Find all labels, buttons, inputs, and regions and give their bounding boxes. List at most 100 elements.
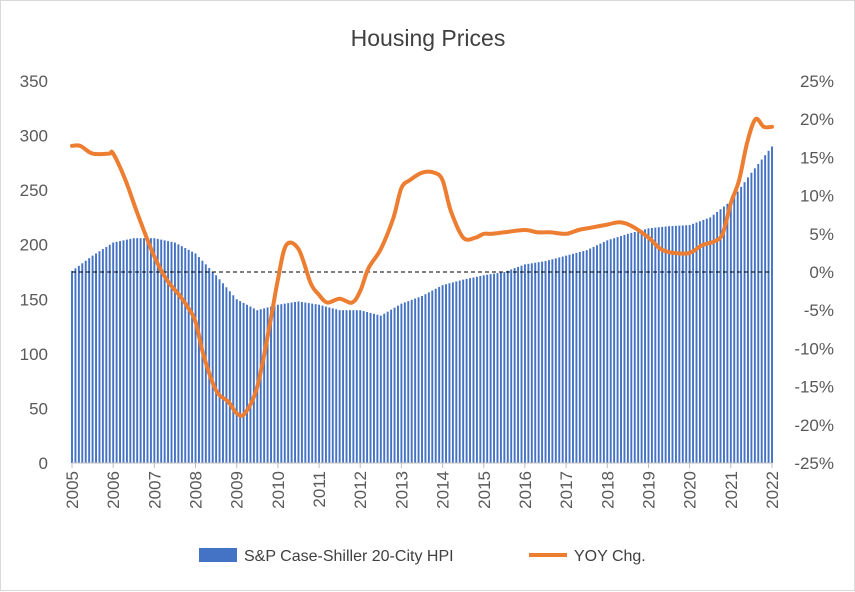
hpi-bar bbox=[270, 306, 272, 463]
right-tick-label: -25% bbox=[794, 454, 834, 473]
hpi-bar bbox=[750, 172, 753, 463]
hpi-bar bbox=[705, 218, 708, 463]
hpi-bar bbox=[695, 222, 698, 463]
x-axis-ticks: 2005 2006 2007 2008 2009 2010 2011 2012 2013 2014… bbox=[63, 463, 782, 509]
hpi-bar bbox=[314, 304, 317, 463]
hpi-bar bbox=[403, 302, 406, 463]
hpi-bar bbox=[613, 238, 616, 463]
hpi-bar bbox=[698, 221, 701, 463]
hpi-bar bbox=[664, 226, 667, 463]
left-tick-label: 150 bbox=[20, 290, 48, 309]
hpi-bar bbox=[119, 241, 121, 463]
hpi-bar bbox=[194, 253, 197, 463]
x-tick-label: 2021 bbox=[722, 471, 741, 509]
hpi-bar bbox=[633, 231, 636, 463]
hpi-bar bbox=[709, 217, 712, 463]
hpi-bar bbox=[400, 303, 403, 463]
hpi-bar bbox=[201, 260, 204, 463]
hpi-bar bbox=[122, 240, 125, 463]
hpi-bar bbox=[596, 245, 598, 463]
hpi-bar bbox=[510, 269, 513, 463]
hpi-bar bbox=[215, 275, 218, 463]
hpi-bar bbox=[747, 177, 749, 463]
hpi-bar bbox=[513, 268, 516, 463]
x-tick-label: 2005 bbox=[63, 471, 82, 509]
hpi-bar bbox=[167, 241, 170, 463]
hpi-bar bbox=[424, 294, 427, 463]
x-tick-label: 2012 bbox=[351, 471, 370, 509]
hpi-bar bbox=[599, 243, 602, 463]
hpi-bar bbox=[105, 246, 108, 463]
left-tick-label: 350 bbox=[20, 72, 48, 91]
hpi-bar bbox=[366, 312, 369, 463]
hpi-bar bbox=[644, 229, 646, 463]
left-tick-label: 250 bbox=[20, 181, 48, 200]
hpi-bar bbox=[249, 306, 252, 463]
hpi-bar bbox=[173, 242, 176, 463]
hpi-bar bbox=[180, 246, 183, 463]
hpi-bar bbox=[407, 301, 410, 463]
hpi-bar bbox=[602, 241, 605, 463]
left-tick-label: 100 bbox=[20, 345, 48, 364]
hpi-bar bbox=[445, 284, 447, 463]
yoy-line bbox=[70, 116, 774, 418]
hpi-bar bbox=[91, 255, 94, 463]
legend-label-hpi: S&P Case-Shiller 20-City HPI bbox=[244, 548, 454, 565]
hpi-bar bbox=[534, 262, 537, 463]
hpi-bar bbox=[606, 240, 609, 463]
hpi-bar bbox=[681, 225, 684, 463]
x-tick-label: 2017 bbox=[557, 471, 576, 509]
hpi-bar bbox=[88, 258, 91, 463]
hpi-bar bbox=[482, 275, 485, 463]
right-tick-label: -10% bbox=[794, 339, 834, 358]
hpi-bar bbox=[300, 302, 303, 463]
hpi-bar bbox=[657, 227, 660, 463]
hpi-bar bbox=[187, 249, 190, 463]
right-tick-label: -20% bbox=[794, 416, 834, 435]
hpi-bar bbox=[757, 163, 760, 463]
hpi-bar bbox=[647, 228, 650, 463]
hpi-bar bbox=[184, 247, 187, 463]
hpi-bar bbox=[132, 238, 135, 463]
hpi-bar bbox=[616, 237, 619, 463]
hpi-bar bbox=[421, 296, 423, 463]
hpi-bar bbox=[198, 257, 200, 463]
hpi-bar bbox=[331, 308, 334, 463]
hpi-bar bbox=[263, 308, 266, 463]
chart-title: Housing Prices bbox=[351, 25, 506, 51]
hpi-bar bbox=[554, 258, 557, 463]
hpi-bar bbox=[125, 239, 128, 463]
right-axis-ticks: -25% -20% -15% -10% -5% 0% 5% 10% 15% 20% 25% bbox=[794, 72, 834, 473]
hpi-bar bbox=[335, 309, 338, 463]
right-tick-label: 5% bbox=[809, 225, 834, 244]
hpi-bar bbox=[723, 206, 725, 463]
hpi-bar bbox=[523, 264, 526, 463]
right-tick-label: -5% bbox=[804, 301, 834, 320]
left-tick-label: 300 bbox=[20, 127, 48, 146]
hpi-bar bbox=[108, 244, 111, 463]
hpi-bar bbox=[362, 311, 365, 463]
x-tick-label: 2018 bbox=[598, 471, 617, 509]
hpi-bar bbox=[771, 146, 773, 464]
hpi-bar bbox=[462, 279, 465, 463]
hpi-bar bbox=[458, 280, 461, 463]
hpi-bar bbox=[743, 182, 746, 463]
hpi-bar bbox=[95, 253, 97, 463]
hpi-bar bbox=[191, 251, 194, 463]
hpi-bar bbox=[369, 312, 372, 463]
x-tick-label: 2020 bbox=[681, 471, 700, 509]
hpi-bar bbox=[475, 276, 478, 463]
hpi-bar bbox=[520, 265, 523, 463]
hpi-bar bbox=[486, 274, 489, 463]
hpi-bar bbox=[451, 282, 454, 463]
hpi-bar bbox=[719, 209, 722, 463]
x-tick-label: 2014 bbox=[434, 471, 453, 509]
hpi-bar bbox=[359, 310, 362, 463]
hpi-bar bbox=[242, 302, 245, 463]
x-tick-label: 2010 bbox=[269, 471, 288, 509]
hpi-bar bbox=[160, 239, 163, 463]
hpi-bar bbox=[630, 232, 633, 463]
x-tick-label: 2007 bbox=[145, 471, 164, 509]
hpi-bar bbox=[259, 309, 262, 463]
hpi-bar bbox=[297, 301, 300, 463]
